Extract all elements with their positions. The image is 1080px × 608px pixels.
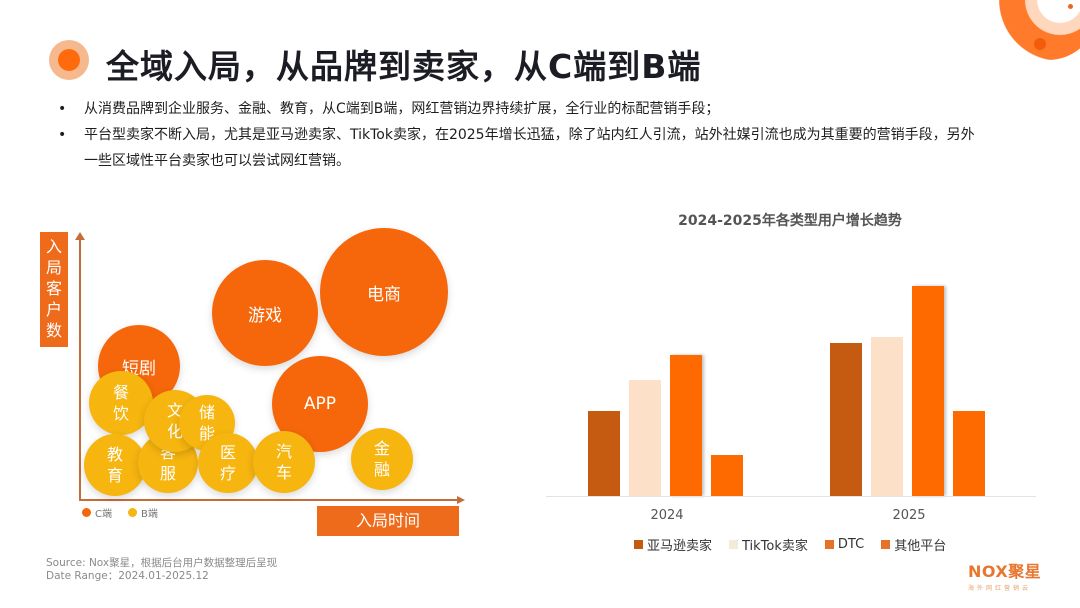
bubble-legend: C端 B端 — [82, 505, 158, 520]
legend-swatch — [729, 540, 739, 549]
bar-2025-3 — [953, 411, 985, 496]
y-axis-arrow-icon — [75, 232, 85, 240]
bubble-c: 电商 — [320, 228, 448, 356]
bubble-label: 电商 — [367, 284, 401, 305]
bar-2024-2 — [670, 355, 702, 496]
legend-item: TikTok卖家 — [729, 535, 808, 554]
brand-logo: NOX聚星 海外网红营销云 — [968, 558, 1041, 592]
bubble-label: 金融 — [373, 439, 390, 479]
page-title: 全域入局，从品牌到卖家，从C端到B端 — [106, 47, 702, 86]
bubble-label: 餐饮 — [112, 383, 129, 423]
bullet-mark: • — [58, 127, 67, 143]
bubble-b: 金融 — [351, 428, 413, 490]
bubble-b: 餐饮 — [89, 371, 153, 435]
bullet-text: 平台型卖家不断入局，尤其是亚马逊卖家、TikTok卖家，在2025年增长迅猛，除… — [84, 127, 975, 169]
bar-legend: 亚马逊卖家 TikTok卖家 DTC 其他平台 — [634, 535, 946, 554]
bar-2025-2 — [912, 286, 944, 496]
decoration-dot — [1068, 4, 1073, 9]
y-axis-label: 入局客户数 — [40, 232, 68, 347]
bar-2025-1 — [871, 337, 903, 496]
logo-tagline: 海外网红营销云 — [968, 585, 1032, 592]
legend-swatch — [881, 540, 891, 549]
bubble-b: 教育 — [84, 434, 146, 496]
bubble-label: 医疗 — [219, 443, 236, 483]
source-line: Source: Nox聚星，根据后台用户数据整理后呈现 — [46, 557, 278, 569]
legend-item: 其他平台 — [881, 535, 946, 554]
bubble-label: APP — [303, 394, 337, 414]
bubble-label: 教育 — [106, 445, 123, 485]
legend-item: DTC — [824, 535, 865, 554]
y-axis — [79, 238, 81, 500]
bubble-label: 汽车 — [275, 442, 292, 482]
bubble-b: 医疗 — [198, 433, 258, 493]
x-axis — [79, 499, 459, 501]
x-axis-arrow-icon — [457, 496, 465, 504]
x-tick-label: 2024 — [650, 508, 684, 523]
bullet-item: • 平台型卖家不断入局，尤其是亚马逊卖家、TikTok卖家，在2025年增长迅猛… — [58, 122, 978, 174]
decoration-dot — [1034, 38, 1046, 50]
legend-swatch — [824, 540, 834, 549]
date-range-line: Date Range：2024.01-2025.12 — [46, 570, 209, 582]
legend-label: DTC — [837, 537, 865, 552]
bubble-label: 游戏 — [248, 305, 282, 326]
bubble-label: 文化 — [166, 401, 183, 441]
bullet-mark: • — [58, 101, 67, 117]
bullet-text: 从消费品牌到企业服务、金融、教育，从C端到B端，网红营销边界持续扩展，全行业的标… — [84, 101, 720, 117]
bullet-item: • 从消费品牌到企业服务、金融、教育，从C端到B端，网红营销边界持续扩展，全行业… — [58, 96, 978, 122]
title-bullet-icon-core — [58, 49, 80, 71]
bullet-list: • 从消费品牌到企业服务、金融、教育，从C端到B端，网红营销边界持续扩展，全行业… — [58, 96, 978, 174]
bubble-c: 游戏 — [212, 260, 318, 366]
legend-label: TikTok卖家 — [742, 539, 808, 554]
legend-label-c: C端 — [95, 509, 112, 520]
bar-2024-3 — [711, 455, 743, 496]
bar-2024-1 — [629, 380, 661, 496]
legend-dot-c — [82, 508, 91, 517]
legend-label: 其他平台 — [894, 539, 947, 554]
bubble-b: 汽车 — [253, 431, 315, 493]
x-axis-label: 入局时间 — [317, 506, 459, 536]
bar-2024-0 — [588, 411, 620, 496]
x-axis-baseline — [546, 496, 1036, 497]
legend-dot-b — [127, 508, 137, 517]
chart-title: 2024-2025年各类型用户增长趋势 — [678, 213, 902, 229]
corner-decoration-icon — [998, 0, 1080, 60]
legend-swatch — [634, 540, 643, 549]
bar-2025-0 — [830, 343, 862, 496]
x-tick-label: 2025 — [892, 508, 926, 523]
legend-label: 亚马逊卖家 — [647, 539, 713, 554]
logo-wordmark: NOX聚星 — [968, 562, 1042, 581]
legend-item: 亚马逊卖家 — [634, 535, 712, 554]
source-note: Source: Nox聚星，根据后台用户数据整理后呈现 Date Range：2… — [46, 557, 277, 583]
legend-label-b: B端 — [140, 509, 158, 520]
